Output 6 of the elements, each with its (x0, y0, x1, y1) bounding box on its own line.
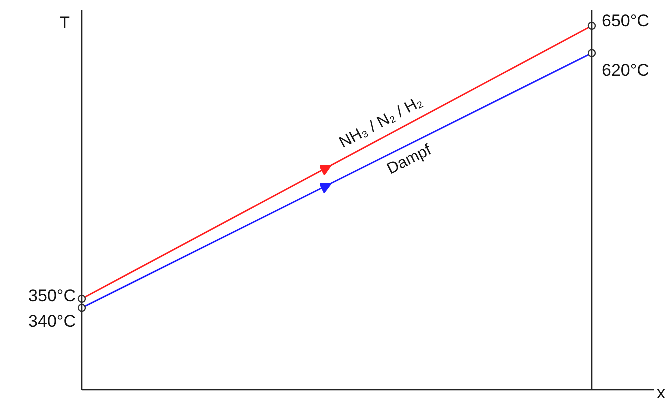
y-axis-title: T (60, 14, 70, 33)
data-label: 340°C (28, 312, 76, 331)
data-label: 650°C (602, 12, 650, 31)
data-label: 620°C (602, 60, 650, 80)
x-axis-title: x (657, 384, 666, 403)
data-label: 350°C (28, 286, 76, 306)
